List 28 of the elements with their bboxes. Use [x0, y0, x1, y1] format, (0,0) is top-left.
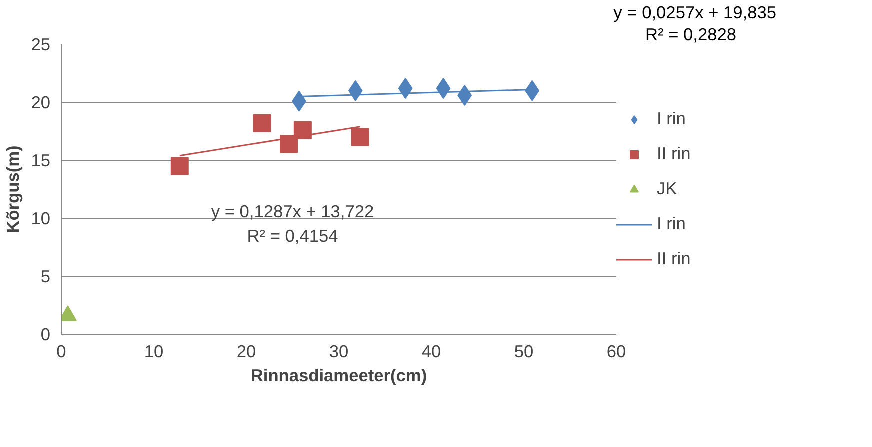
- y-tick-label: 15: [31, 150, 51, 170]
- point: [170, 157, 189, 176]
- x-tick-label: 40: [422, 342, 442, 362]
- annotation: R² = 0,4154: [247, 226, 339, 246]
- text: y = 0,0257x + 19,835: [614, 2, 777, 22]
- y-tick-label: 0: [40, 324, 51, 344]
- x-tick-label: 60: [606, 342, 626, 362]
- x-tick-label: 20: [236, 342, 256, 362]
- legend-label: JK: [657, 178, 678, 200]
- y-tick-label: 20: [31, 92, 51, 112]
- x-tick-label: 50: [514, 342, 534, 362]
- y-axis-title: Kõrgus(m): [3, 146, 24, 234]
- point: [253, 114, 272, 132]
- x-tick-label: 10: [144, 342, 164, 362]
- point: [351, 128, 370, 146]
- x-tick-label: 0: [56, 342, 66, 362]
- legend-label: I rin: [657, 108, 687, 130]
- legend-label: II rin: [657, 144, 691, 164]
- text: R² = 0,2828: [645, 24, 737, 44]
- x-axis-title: Rinnasdiameeter(cm): [250, 366, 428, 386]
- annotation: y = 0,1287x + 13,722: [211, 202, 374, 222]
- x-tick-label: 30: [329, 342, 349, 362]
- y-tick-label: 25: [31, 34, 51, 54]
- y-tick-label: 5: [40, 266, 51, 286]
- legend-label: II rin: [657, 248, 691, 270]
- point: [294, 121, 312, 140]
- legend-label: I rin: [657, 214, 687, 234]
- y-tick-label: 10: [31, 208, 51, 228]
